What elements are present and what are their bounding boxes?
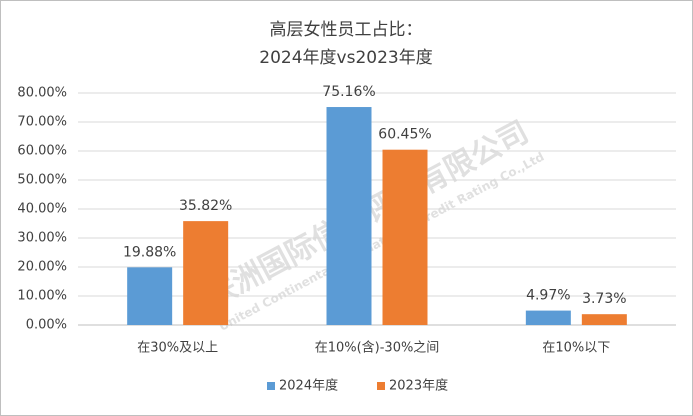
- x-tick-label: 在10%以下: [542, 341, 610, 356]
- legend-label: 2024年度: [279, 378, 338, 394]
- legend-swatch: [267, 382, 275, 390]
- y-tick-label: 30.00%: [17, 231, 67, 246]
- y-tick-label: 60.00%: [17, 144, 67, 159]
- y-tick-label: 0.00%: [26, 318, 67, 333]
- legend-label: 2023年度: [389, 378, 448, 394]
- value-label: 19.88%: [123, 244, 176, 260]
- value-label: 4.97%: [526, 288, 570, 304]
- chart-title: 2024年度vs2023年度: [259, 48, 432, 68]
- bar: [127, 267, 173, 325]
- value-label: 3.73%: [582, 291, 626, 307]
- bar: [581, 314, 627, 325]
- bar: [525, 310, 571, 325]
- y-tick-label: 70.00%: [17, 115, 67, 130]
- x-tick-label: 在10%(含)-30%之间: [315, 340, 440, 356]
- bar: [183, 221, 229, 325]
- bar: [382, 149, 428, 325]
- bar: [326, 107, 372, 325]
- y-tick-label: 10.00%: [17, 289, 67, 304]
- y-tick-label: 80.00%: [17, 86, 67, 101]
- y-tick-label: 50.00%: [17, 173, 67, 188]
- y-tick-label: 20.00%: [17, 260, 67, 275]
- value-label: 35.82%: [179, 198, 232, 214]
- y-tick-label: 40.00%: [17, 202, 67, 217]
- value-label: 60.45%: [378, 127, 431, 143]
- x-tick-label: 在30%及以上: [137, 341, 218, 356]
- chart-title: 高层女性员工占比：: [270, 20, 423, 40]
- legend-swatch: [377, 382, 385, 390]
- value-label: 75.16%: [322, 84, 375, 100]
